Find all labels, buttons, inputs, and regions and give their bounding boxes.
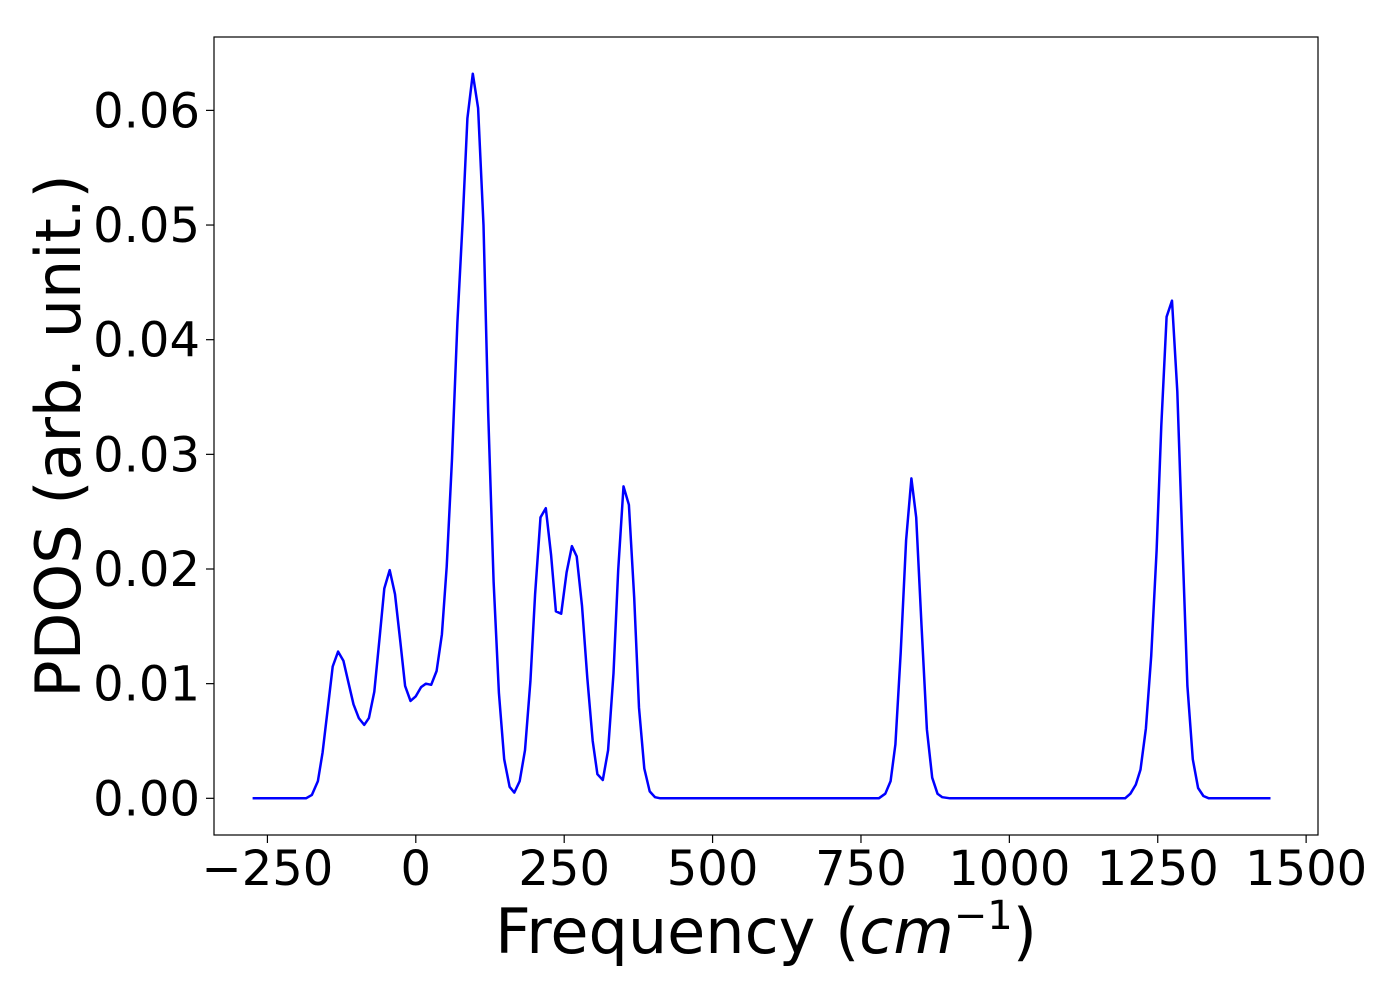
y-tick-label: 0.01: [93, 657, 200, 713]
y-tick-label: 0.05: [93, 198, 200, 254]
y-axis-ticks: 0.00 0.01 0.02 0.03 0.04 0.05 0.06: [93, 83, 214, 827]
x-tick-label: −250: [201, 841, 333, 897]
y-tick-label: 0.03: [93, 427, 200, 483]
x-tick-label: 0: [401, 841, 432, 897]
x-axis-label: Frequency (cm−1): [495, 893, 1037, 968]
y-tick-label: 0.00: [93, 771, 200, 827]
y-tick-label: 0.04: [93, 313, 200, 369]
x-tick-label: 1500: [1245, 841, 1367, 897]
plot-area: [213, 36, 1319, 836]
x-tick-label: 500: [667, 841, 759, 897]
x-tick-label: 250: [518, 841, 610, 897]
y-tick-label: 0.02: [93, 542, 200, 598]
y-axis-label: PDOS (arb. unit.): [22, 174, 95, 697]
x-axis-ticks: −250 0 250 500 750 1000 1250 1500: [201, 835, 1367, 897]
y-tick-label: 0.06: [93, 83, 200, 139]
x-tick-label: 750: [815, 841, 907, 897]
x-tick-label: 1000: [948, 841, 1070, 897]
pdos-series-line: [252, 72, 1271, 800]
x-tick-label: 1250: [1097, 841, 1219, 897]
